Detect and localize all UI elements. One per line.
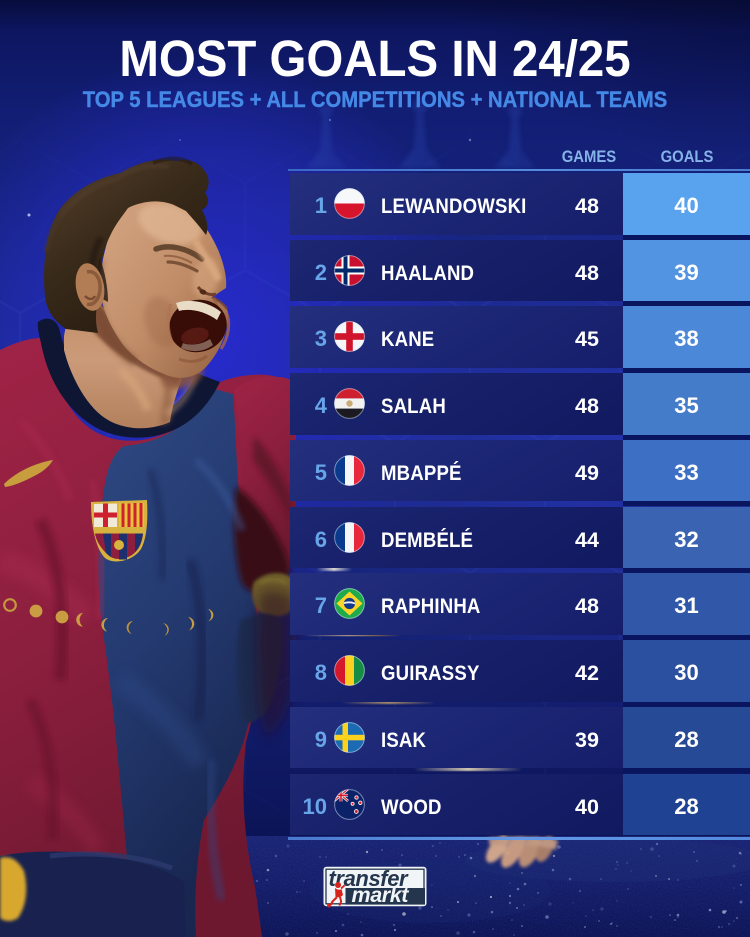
svg-text:markt: markt <box>352 883 410 907</box>
